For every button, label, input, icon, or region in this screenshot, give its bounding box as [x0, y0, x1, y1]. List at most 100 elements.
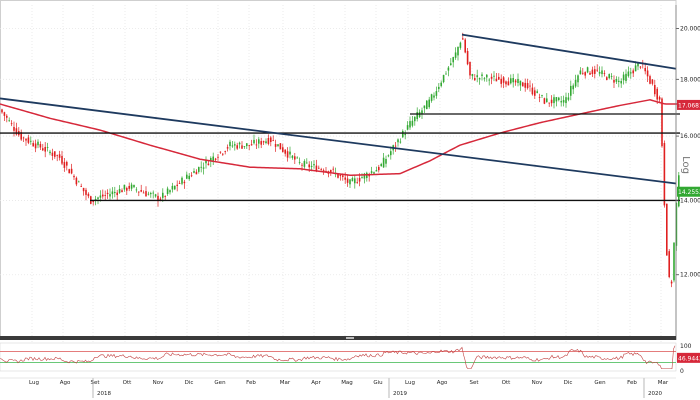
- x-tick-label: Gen: [214, 380, 226, 386]
- price-candle-body: [654, 84, 656, 95]
- panel-divider-bar: [0, 336, 676, 340]
- y-tick-label: 18.0000: [680, 76, 700, 83]
- price-candle-body: [109, 194, 111, 197]
- price-candle-body: [205, 159, 207, 164]
- price-label: 14.2553: [678, 189, 700, 196]
- price-candle-body: [416, 112, 418, 120]
- price-candle-body: [289, 151, 291, 155]
- price-candle-body: [666, 203, 668, 256]
- price-candle-body: [414, 116, 416, 122]
- price-candle-body: [37, 141, 39, 146]
- price-candle-body: [6, 115, 8, 118]
- price-candle-body: [438, 86, 440, 89]
- price-candle-body: [536, 91, 538, 93]
- price-candle-body: [320, 169, 322, 171]
- price-candle-body: [567, 97, 570, 100]
- price-candle-body: [63, 162, 66, 168]
- price-candle-body: [190, 175, 193, 177]
- price-candle-body: [226, 147, 229, 149]
- price-candle-body: [217, 156, 219, 158]
- price-candle-body: [481, 74, 483, 76]
- price-candle-body: [637, 62, 639, 67]
- price-candle-body: [531, 87, 534, 95]
- price-candle-body: [634, 65, 637, 72]
- year-label: 2019: [393, 391, 407, 397]
- price-candle-body: [87, 193, 90, 197]
- price-candle-body: [541, 95, 543, 96]
- price-candle-body: [262, 141, 265, 143]
- price-candle-body: [296, 157, 298, 159]
- price-candle-body: [656, 88, 658, 100]
- price-candle-body: [385, 158, 387, 164]
- price-candle-body: [543, 98, 546, 104]
- price-candle-body: [457, 46, 459, 56]
- grid: [0, 0, 677, 370]
- price-candle-body: [183, 181, 186, 184]
- price-candle-body: [260, 141, 262, 145]
- price-candle-body: [363, 173, 366, 179]
- price-candle-body: [20, 132, 22, 140]
- price-candle-body: [510, 78, 512, 84]
- price-candle-body: [577, 75, 579, 83]
- price-candle-body: [378, 166, 380, 171]
- price-candle-body: [546, 98, 548, 102]
- price-candle-body: [164, 196, 166, 197]
- price-candle-body: [75, 177, 78, 185]
- x-tick-label: Apr: [311, 380, 321, 386]
- price-candle-body: [222, 153, 224, 155]
- price-candle-body: [598, 71, 601, 74]
- price-candle-body: [193, 171, 195, 173]
- price-candle-body: [668, 251, 670, 278]
- price-candle-body: [493, 75, 495, 77]
- oscillator-value-bg: [677, 352, 700, 363]
- price-candle-body: [630, 72, 632, 74]
- price-candle-body: [241, 145, 243, 149]
- price-candle-body: [80, 185, 82, 187]
- price-candle-body: [452, 57, 454, 63]
- price-label-bg: [677, 99, 700, 110]
- price-candle-body: [639, 66, 642, 68]
- price-candle-body: [402, 131, 404, 138]
- price-candle-body: [560, 101, 562, 103]
- price-candle-body: [332, 168, 334, 170]
- price-candle-body: [514, 80, 517, 83]
- price-candle-body: [8, 120, 10, 122]
- price-candle-body: [524, 82, 526, 88]
- price-candle-body: [306, 162, 308, 164]
- price-candle-body: [246, 143, 248, 147]
- price-candle-body: [282, 147, 284, 152]
- price-panel: [0, 32, 680, 288]
- price-candle-body: [471, 73, 474, 77]
- price-candle-body: [562, 100, 565, 103]
- price-candle-body: [210, 158, 212, 162]
- x-tick-label: Nov: [532, 380, 543, 386]
- price-candle-body: [406, 125, 409, 130]
- price-candle-body: [123, 184, 126, 190]
- price-candle-body: [486, 74, 488, 78]
- price-candle-body: [342, 175, 344, 177]
- price-candle-body: [272, 140, 274, 142]
- price-candle-body: [464, 39, 466, 53]
- price-candle-body: [265, 141, 267, 144]
- price-candle-body: [658, 97, 661, 100]
- price-candle-body: [224, 151, 226, 153]
- price-candle-body: [615, 79, 618, 82]
- price-candle-body: [70, 168, 73, 174]
- price-candle-body: [106, 192, 109, 195]
- price-candle-body: [649, 76, 651, 84]
- price-candle-body: [277, 144, 279, 147]
- price-candle-body: [92, 201, 94, 203]
- price-candle-body: [358, 177, 361, 182]
- price-candle-body: [236, 145, 238, 149]
- price-candle-body: [397, 139, 399, 143]
- x-tick-label: Ago: [60, 380, 71, 386]
- price-candle-body: [495, 78, 498, 82]
- price-candle-body: [46, 147, 49, 148]
- price-candle-body: [478, 78, 481, 80]
- price-candle-body: [13, 126, 15, 131]
- price-candle-body: [618, 80, 620, 82]
- price-candle-body: [507, 81, 510, 86]
- price-candle-body: [387, 155, 390, 157]
- price-candle-body: [142, 192, 145, 194]
- year-label: 2018: [97, 391, 111, 397]
